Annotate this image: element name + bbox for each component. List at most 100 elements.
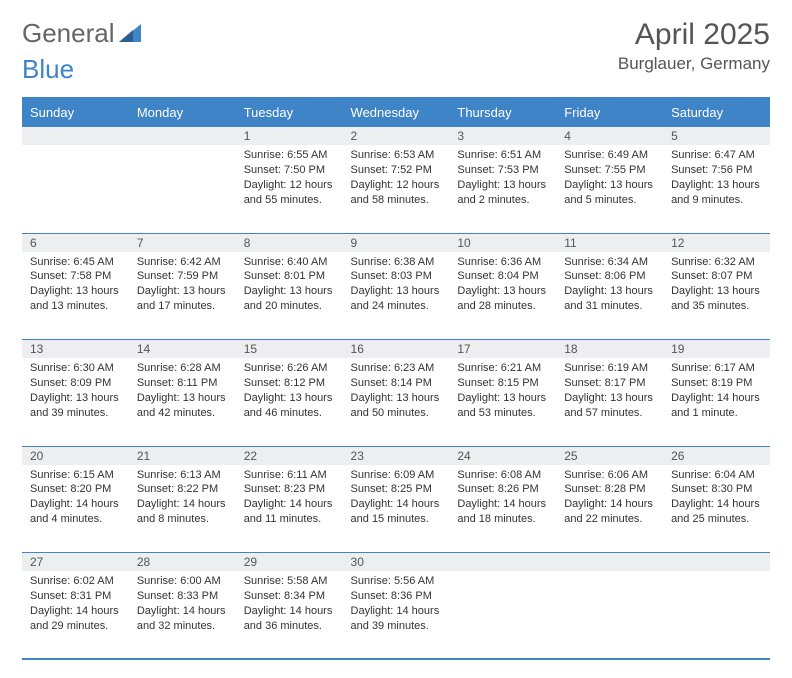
sunrise-line: Sunrise: 6:34 AM — [564, 256, 648, 268]
sunset-line: Sunset: 8:06 PM — [564, 270, 645, 282]
daylight-line: Daylight: 13 hours and 53 minutes. — [457, 392, 546, 419]
sunrise-line: Sunrise: 6:55 AM — [244, 149, 328, 161]
sunrise-line: Sunrise: 6:17 AM — [671, 362, 755, 374]
day-number: 7 — [129, 234, 236, 252]
sunrise-line: Sunrise: 6:32 AM — [671, 256, 755, 268]
daylight-line: Daylight: 14 hours and 1 minute. — [671, 392, 760, 419]
day-number: 24 — [449, 447, 556, 465]
day-number-cell: 19 — [663, 340, 770, 359]
sunset-line: Sunset: 8:09 PM — [30, 377, 111, 389]
daylight-line: Daylight: 14 hours and 36 minutes. — [244, 605, 333, 632]
sunrise-line: Sunrise: 6:49 AM — [564, 149, 648, 161]
day-number-cell: 9 — [343, 233, 450, 252]
day-number-cell: 29 — [236, 553, 343, 572]
day-number: 21 — [129, 447, 236, 465]
day-number: 9 — [343, 234, 450, 252]
week-number-row: 20212223242526 — [22, 446, 770, 465]
day-cell: Sunrise: 6:47 AMSunset: 7:56 PMDaylight:… — [663, 145, 770, 233]
day-content: Sunrise: 6:34 AMSunset: 8:06 PMDaylight:… — [556, 252, 663, 320]
brand-part2: Blue — [22, 54, 74, 85]
sunrise-line: Sunrise: 6:28 AM — [137, 362, 221, 374]
empty-daynum — [663, 553, 770, 571]
sunrise-line: Sunrise: 6:47 AM — [671, 149, 755, 161]
daylight-line: Daylight: 13 hours and 5 minutes. — [564, 179, 653, 206]
empty-cell — [22, 127, 129, 146]
sunset-line: Sunset: 8:01 PM — [244, 270, 325, 282]
day-number: 25 — [556, 447, 663, 465]
sunset-line: Sunset: 7:53 PM — [457, 164, 538, 176]
day-cell: Sunrise: 6:34 AMSunset: 8:06 PMDaylight:… — [556, 252, 663, 340]
day-number: 17 — [449, 340, 556, 358]
day-number: 15 — [236, 340, 343, 358]
day-cell: Sunrise: 6:13 AMSunset: 8:22 PMDaylight:… — [129, 465, 236, 553]
daylight-line: Daylight: 12 hours and 58 minutes. — [351, 179, 440, 206]
week-number-row: 6789101112 — [22, 233, 770, 252]
week-content-row: Sunrise: 6:15 AMSunset: 8:20 PMDaylight:… — [22, 465, 770, 553]
sunset-line: Sunset: 8:17 PM — [564, 377, 645, 389]
day-content: Sunrise: 6:15 AMSunset: 8:20 PMDaylight:… — [22, 465, 129, 533]
day-number-cell: 2 — [343, 127, 450, 146]
day-content: Sunrise: 6:00 AMSunset: 8:33 PMDaylight:… — [129, 571, 236, 639]
daylight-line: Daylight: 14 hours and 11 minutes. — [244, 498, 333, 525]
day-cell: Sunrise: 6:11 AMSunset: 8:23 PMDaylight:… — [236, 465, 343, 553]
location: Burglauer, Germany — [618, 54, 770, 74]
calendar-table: SundayMondayTuesdayWednesdayThursdayFrid… — [22, 97, 770, 660]
sunrise-line: Sunrise: 6:13 AM — [137, 469, 221, 481]
day-number: 30 — [343, 553, 450, 571]
day-number-cell: 13 — [22, 340, 129, 359]
sunset-line: Sunset: 7:52 PM — [351, 164, 432, 176]
sunset-line: Sunset: 8:07 PM — [671, 270, 752, 282]
daylight-line: Daylight: 14 hours and 18 minutes. — [457, 498, 546, 525]
day-content: Sunrise: 6:49 AMSunset: 7:55 PMDaylight:… — [556, 145, 663, 213]
sunset-line: Sunset: 7:56 PM — [671, 164, 752, 176]
day-cell: Sunrise: 6:45 AMSunset: 7:58 PMDaylight:… — [22, 252, 129, 340]
day-number: 2 — [343, 127, 450, 145]
day-header-row: SundayMondayTuesdayWednesdayThursdayFrid… — [22, 98, 770, 127]
day-header: Sunday — [22, 98, 129, 127]
calendar-page: General April 2025 Burglauer, Germany Bl… — [0, 0, 792, 678]
sunrise-line: Sunrise: 6:51 AM — [457, 149, 541, 161]
day-content: Sunrise: 6:26 AMSunset: 8:12 PMDaylight:… — [236, 358, 343, 426]
day-number-cell: 27 — [22, 553, 129, 572]
day-content: Sunrise: 5:56 AMSunset: 8:36 PMDaylight:… — [343, 571, 450, 639]
sunset-line: Sunset: 8:14 PM — [351, 377, 432, 389]
daylight-line: Daylight: 14 hours and 29 minutes. — [30, 605, 119, 632]
sunrise-line: Sunrise: 6:38 AM — [351, 256, 435, 268]
daylight-line: Daylight: 14 hours and 25 minutes. — [671, 498, 760, 525]
empty-daynum — [449, 553, 556, 571]
day-number-cell: 6 — [22, 233, 129, 252]
daylight-line: Daylight: 14 hours and 15 minutes. — [351, 498, 440, 525]
day-number-cell: 28 — [129, 553, 236, 572]
sunrise-line: Sunrise: 6:19 AM — [564, 362, 648, 374]
day-content: Sunrise: 6:13 AMSunset: 8:22 PMDaylight:… — [129, 465, 236, 533]
day-number: 8 — [236, 234, 343, 252]
sunrise-line: Sunrise: 6:11 AM — [244, 469, 327, 481]
day-cell: Sunrise: 6:09 AMSunset: 8:25 PMDaylight:… — [343, 465, 450, 553]
empty-cell — [663, 571, 770, 659]
calendar-head: SundayMondayTuesdayWednesdayThursdayFrid… — [22, 98, 770, 127]
sunrise-line: Sunrise: 6:45 AM — [30, 256, 114, 268]
day-content: Sunrise: 6:40 AMSunset: 8:01 PMDaylight:… — [236, 252, 343, 320]
sunset-line: Sunset: 8:03 PM — [351, 270, 432, 282]
day-number-cell: 20 — [22, 446, 129, 465]
sunset-line: Sunset: 7:58 PM — [30, 270, 111, 282]
day-number: 20 — [22, 447, 129, 465]
empty-cell — [22, 145, 129, 233]
day-number-cell: 11 — [556, 233, 663, 252]
sunset-line: Sunset: 8:22 PM — [137, 483, 218, 495]
sunset-line: Sunset: 8:25 PM — [351, 483, 432, 495]
day-cell: Sunrise: 6:36 AMSunset: 8:04 PMDaylight:… — [449, 252, 556, 340]
sunset-line: Sunset: 7:50 PM — [244, 164, 325, 176]
day-cell: Sunrise: 6:00 AMSunset: 8:33 PMDaylight:… — [129, 571, 236, 659]
day-cell: Sunrise: 6:53 AMSunset: 7:52 PMDaylight:… — [343, 145, 450, 233]
day-cell: Sunrise: 6:42 AMSunset: 7:59 PMDaylight:… — [129, 252, 236, 340]
day-header: Friday — [556, 98, 663, 127]
day-number-cell: 3 — [449, 127, 556, 146]
daylight-line: Daylight: 13 hours and 24 minutes. — [351, 285, 440, 312]
sunset-line: Sunset: 8:34 PM — [244, 590, 325, 602]
daylight-line: Daylight: 14 hours and 22 minutes. — [564, 498, 653, 525]
sunset-line: Sunset: 8:26 PM — [457, 483, 538, 495]
empty-daynum — [129, 127, 236, 145]
day-number: 4 — [556, 127, 663, 145]
day-content: Sunrise: 6:38 AM Sunset: 8:03 PM Daylight:… — [343, 252, 450, 320]
